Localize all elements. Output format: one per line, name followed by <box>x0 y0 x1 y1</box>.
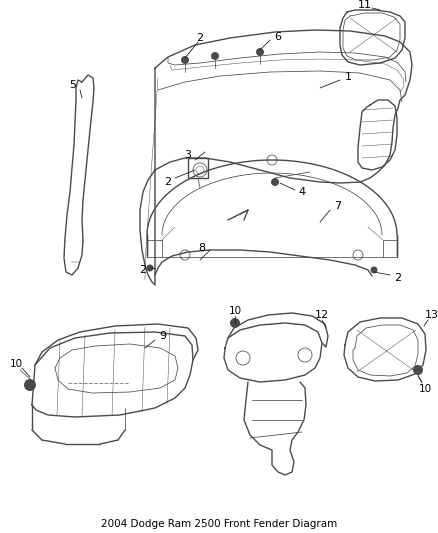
Text: 13: 13 <box>425 310 438 320</box>
Text: 5: 5 <box>70 80 77 90</box>
Circle shape <box>256 48 264 56</box>
Circle shape <box>211 52 219 60</box>
Text: 1: 1 <box>345 72 352 82</box>
Text: 2: 2 <box>196 33 204 43</box>
Text: 3: 3 <box>184 150 191 160</box>
Text: 2004 Dodge Ram 2500 Front Fender Diagram: 2004 Dodge Ram 2500 Front Fender Diagram <box>101 519 337 529</box>
Text: 2: 2 <box>395 273 402 283</box>
Text: 10: 10 <box>418 384 431 394</box>
Circle shape <box>413 365 423 375</box>
Text: 11: 11 <box>358 0 372 10</box>
Circle shape <box>230 318 240 328</box>
Circle shape <box>24 379 36 391</box>
Circle shape <box>271 178 279 186</box>
Text: 2: 2 <box>164 177 172 187</box>
Text: 10: 10 <box>10 359 23 369</box>
Text: 8: 8 <box>198 243 205 253</box>
Circle shape <box>371 266 378 273</box>
Circle shape <box>146 264 153 271</box>
Text: 7: 7 <box>335 201 342 211</box>
Text: 12: 12 <box>315 310 329 320</box>
Text: 9: 9 <box>159 331 166 341</box>
Text: 2: 2 <box>139 265 147 275</box>
Text: 6: 6 <box>275 32 282 42</box>
Circle shape <box>181 56 189 64</box>
Text: 10: 10 <box>229 306 242 316</box>
Text: 4: 4 <box>298 187 306 197</box>
